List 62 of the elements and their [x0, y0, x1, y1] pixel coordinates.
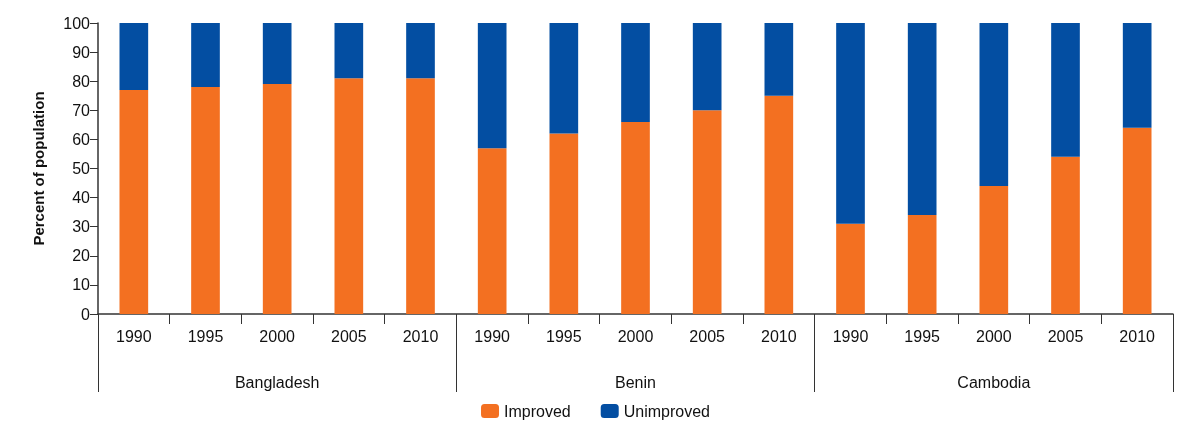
bar — [334, 78, 364, 314]
bar — [907, 23, 937, 216]
bar — [1122, 127, 1152, 314]
bar — [692, 110, 722, 314]
bar — [262, 84, 292, 314]
x-tick-label: 1990 — [832, 327, 869, 345]
bar — [406, 23, 435, 79]
bar — [979, 23, 1009, 186]
bar — [119, 89, 149, 314]
bar — [1051, 156, 1080, 314]
y-axis-title: Percent of population — [30, 91, 47, 246]
y-tick-label: 10 — [72, 276, 91, 294]
y-tick-label: 50 — [72, 160, 91, 177]
bar — [621, 23, 650, 122]
y-tick-label: 30 — [72, 218, 91, 236]
bar — [191, 87, 220, 314]
y-tick-label: 90 — [72, 43, 91, 61]
x-tick-label: 1990 — [116, 327, 152, 345]
x-tick-label: 2010 — [1119, 327, 1156, 345]
bar — [836, 23, 865, 224]
legend-label: Improved — [504, 402, 571, 420]
x-tick-label: 2000 — [259, 327, 296, 345]
bar — [907, 215, 937, 314]
bar — [549, 23, 579, 134]
y-tick-label: 100 — [63, 14, 91, 32]
y-tick-label: 40 — [72, 189, 91, 207]
text: Bangladesh — [234, 373, 320, 391]
x-tick-label: 2000 — [976, 327, 1012, 345]
bar — [191, 23, 220, 88]
bar — [1051, 23, 1080, 157]
x-tick-label: 1995 — [546, 327, 582, 345]
x-tick-label: 2005 — [689, 327, 726, 345]
y-tick-label: 60 — [72, 130, 91, 148]
text: Cambodia — [957, 373, 1031, 391]
x-tick-label: 2005 — [1047, 327, 1084, 345]
x-tick-label: 2000 — [617, 327, 654, 345]
bar — [549, 133, 579, 314]
bar — [477, 148, 507, 314]
bar — [836, 223, 865, 314]
bar — [262, 23, 292, 85]
bar — [1122, 23, 1152, 128]
x-tick-label: 2005 — [331, 327, 367, 345]
bar — [764, 23, 794, 96]
bar — [119, 23, 149, 90]
bar — [692, 23, 722, 111]
text: Benin — [615, 373, 656, 391]
x-tick-label: 1995 — [904, 327, 941, 345]
bar — [334, 23, 364, 79]
x-tick-label: 2010 — [402, 327, 439, 345]
bar — [621, 121, 650, 314]
y-tick-label: 0 — [81, 305, 91, 323]
y-tick-label: 20 — [72, 247, 91, 265]
bar — [764, 95, 794, 314]
bar — [979, 185, 1009, 314]
legend-label: Unimproved — [623, 402, 710, 420]
x-tick-label: 2010 — [761, 327, 797, 345]
bar — [477, 23, 507, 149]
y-tick-label: 70 — [72, 101, 91, 119]
y-tick-label: 80 — [72, 72, 91, 90]
x-tick-label: 1990 — [474, 327, 511, 345]
bar — [406, 78, 435, 314]
x-tick-label: 1995 — [187, 327, 224, 345]
